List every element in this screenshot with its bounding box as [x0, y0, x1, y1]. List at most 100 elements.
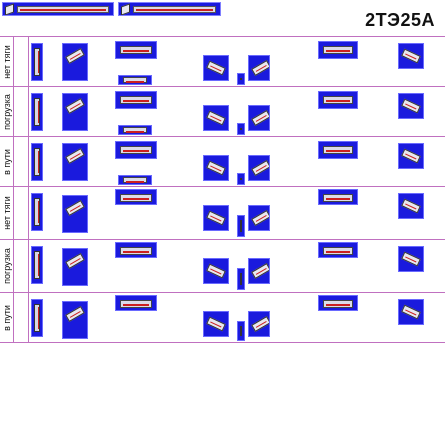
locomotive-sprite-icon[interactable]: [318, 91, 358, 109]
locomotive-sprite-icon[interactable]: [118, 175, 152, 185]
locomotive-sprite-icon[interactable]: [398, 143, 424, 169]
locomotive-sprite-icon[interactable]: [398, 93, 424, 119]
locomotive-sprite-icon[interactable]: [62, 301, 88, 339]
locomotive-sprite-icon[interactable]: [115, 91, 157, 109]
locomotive-sprite-icon[interactable]: [237, 321, 245, 341]
locomotive-car-shape: [120, 300, 152, 308]
locomotive-car-shape: [120, 96, 152, 104]
locomotive-car-shape: [206, 210, 226, 226]
locomotive-car-shape: [65, 148, 85, 164]
locomotive-car-shape: [240, 273, 242, 285]
row-label-text: в пути: [1, 148, 12, 175]
locomotive-sprite-icon[interactable]: [237, 73, 245, 85]
column-divider: [28, 187, 29, 239]
locomotive-sprite-icon[interactable]: [31, 43, 43, 81]
locomotive-car-shape: [34, 304, 40, 332]
locomotive-sprite-icon[interactable]: [203, 105, 229, 131]
column-divider: [28, 87, 29, 136]
locomotive-sprite-icon[interactable]: [31, 193, 43, 231]
locomotive-car-shape: [123, 177, 147, 183]
locomotive-car-shape: [120, 46, 152, 54]
locomotive-sprite-icon[interactable]: [248, 55, 270, 81]
locomotive-sprite-icon[interactable]: [31, 93, 43, 131]
sprite-row-r6: в пути: [0, 293, 445, 343]
sprite-row-r2: погрузка: [0, 87, 445, 137]
locomotive-sprite-icon[interactable]: [203, 258, 229, 284]
locomotive-sprite-icon[interactable]: [237, 123, 245, 135]
locomotive-car-shape: [401, 251, 421, 267]
locomotive-sprite-icon[interactable]: [318, 189, 358, 205]
locomotive-sprite-icon[interactable]: [398, 299, 424, 325]
locomotive-sprite-icon[interactable]: [62, 248, 88, 286]
locomotive-car-shape: [323, 146, 353, 154]
locomotive-car-shape: [401, 48, 421, 64]
locomotive-sprite-icon[interactable]: [237, 173, 245, 185]
locomotive-sprite-icon[interactable]: [115, 41, 157, 59]
locomotive-sprite-icon[interactable]: [115, 295, 157, 311]
locomotive-sprite-icon[interactable]: [62, 143, 88, 181]
sprite-row-r3: в пути: [0, 137, 445, 187]
locomotive-sprite-icon[interactable]: [398, 193, 424, 219]
locomotive-sprite-icon[interactable]: [203, 311, 229, 337]
locomotive-car-shape: [323, 247, 353, 255]
sprite-row-r5: погрузка: [0, 240, 445, 293]
locomotive-car-shape: [65, 253, 85, 269]
sprite-row-r1: нет тяги: [0, 37, 445, 87]
locomotive-sprite-icon[interactable]: [115, 189, 157, 205]
locomotive-sprite-icon[interactable]: [31, 143, 43, 181]
locomotive-sprite-icon[interactable]: [115, 141, 157, 159]
locomotive-sprite-icon[interactable]: [398, 246, 424, 272]
column-divider: [28, 37, 29, 86]
locomotive-sprite-icon[interactable]: [248, 155, 270, 181]
locomotive-sprite-icon[interactable]: [115, 242, 157, 258]
locomotive-sprite-icon[interactable]: [248, 105, 270, 131]
locomotive-sprite-icon[interactable]: [318, 295, 358, 311]
locomotive-car-shape: [206, 160, 226, 176]
locomotive-car-shape: [34, 251, 40, 279]
locomotive-car-shape: [323, 46, 353, 54]
locomotive-car-shape: [323, 300, 353, 308]
locomotive-sprite-icon[interactable]: [398, 43, 424, 69]
locomotive-car-shape: [251, 316, 269, 332]
locomotive-sprite-icon[interactable]: [318, 41, 358, 59]
locomotive-car-shape: [240, 326, 242, 336]
row-label: погрузка: [0, 240, 14, 292]
locomotive-sprite-icon[interactable]: [248, 311, 270, 337]
locomotive-sprite-icon[interactable]: [62, 93, 88, 131]
locomotive-car-shape: [206, 263, 226, 279]
locomotive-sprite-icon[interactable]: [318, 141, 358, 159]
locomotive-car-shape: [401, 148, 421, 164]
locomotive-car-shape: [323, 194, 353, 202]
locomotive-sprite-icon[interactable]: [118, 125, 152, 135]
locomotive-sprite-icon[interactable]: [203, 55, 229, 81]
locomotive-sprite-icon[interactable]: [31, 246, 43, 284]
column-divider: [28, 293, 29, 342]
locomotive-sprite-icon[interactable]: [248, 258, 270, 284]
locomotive-sprite-icon[interactable]: [237, 215, 245, 237]
sprite-row-r4: нет тяги: [0, 187, 445, 240]
locomotive-sprite-icon[interactable]: [62, 195, 88, 233]
locomotive-car-shape: [34, 148, 40, 176]
locomotive-sprite-icon[interactable]: [203, 205, 229, 231]
row-label: нет тяги: [0, 37, 14, 86]
locomotive-sprite-icon[interactable]: [118, 75, 152, 85]
locomotive-car-shape: [34, 198, 40, 226]
column-divider: [28, 137, 29, 186]
page-title: 2ТЭ25А: [365, 10, 435, 30]
locomotive-sprite-icon[interactable]: [31, 299, 43, 337]
locomotive-car-shape: [206, 316, 226, 332]
locomotive-sprite-icon[interactable]: [318, 242, 358, 258]
topbar-icon-1[interactable]: [2, 2, 114, 16]
column-divider: [28, 240, 29, 292]
locomotive-sprite-icon[interactable]: [248, 205, 270, 231]
locomotive-sprite-icon[interactable]: [62, 43, 88, 81]
locomotive-car-shape: [206, 110, 226, 126]
locomotive-car-shape: [240, 178, 242, 180]
locomotive-car-shape: [123, 127, 147, 133]
row-label: в пути: [0, 293, 14, 342]
locomotive-sprite-icon[interactable]: [237, 268, 245, 290]
topbar-icon-2[interactable]: [118, 2, 221, 16]
locomotive-sprite-icon[interactable]: [203, 155, 229, 181]
locomotive-car-shape: [240, 220, 242, 232]
locomotive-car-shape: [123, 77, 147, 83]
